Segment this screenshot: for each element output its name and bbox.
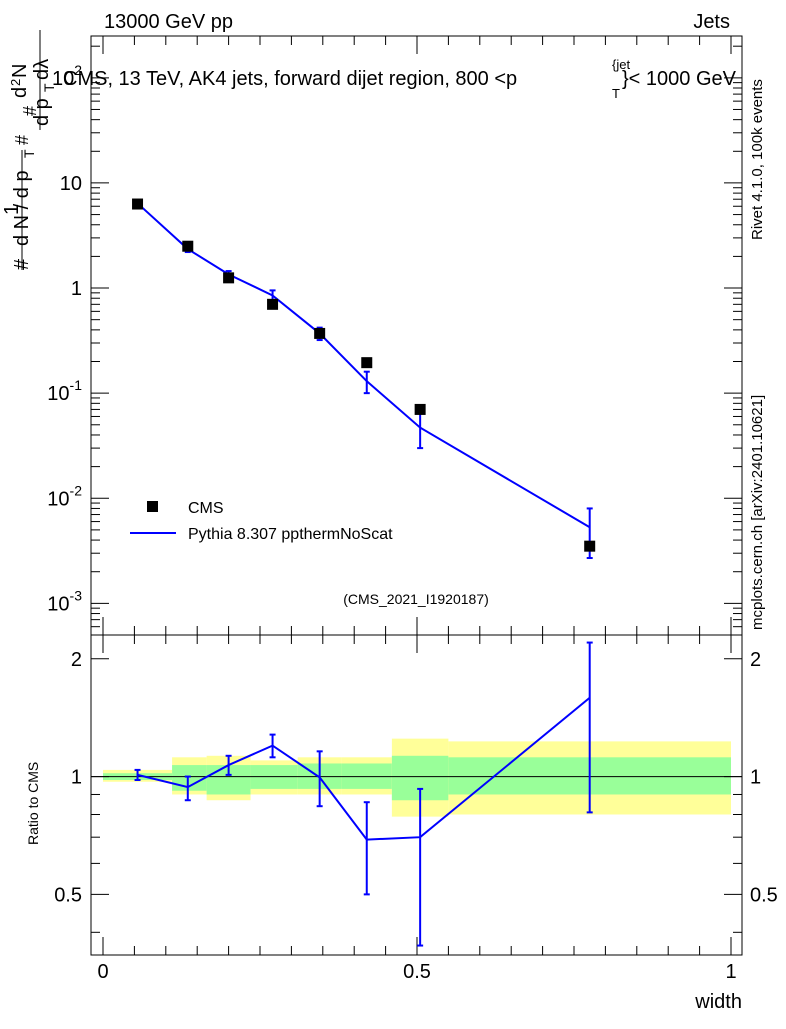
main-ytick-label: 1 [71,278,82,300]
main-ylabel: # d N / d p T 1 # d p T dλ # d 2 N [1,30,57,270]
data-point [182,240,194,252]
rivet-label: Rivet 4.1.0, 100k events [749,79,766,240]
data-point [584,540,596,552]
data-point [314,327,326,339]
svg-text:d: d [9,87,31,98]
legend-data-label: CMS [188,500,224,517]
svg-text:#: # [12,135,32,145]
plot-title-sub: T [612,86,620,101]
plot-title-sup: {jet [612,57,630,72]
main-ytick-label: 10-1 [47,377,82,405]
ratio-series [134,641,593,947]
analysis-tag: (CMS_2021_I1920187) [343,591,489,607]
header-right: Jets [693,11,730,33]
main-series [132,198,596,560]
svg-text:T: T [41,83,57,92]
ratio-ytick-label-right: 1 [750,767,761,789]
x-axis-label: width [694,991,742,1013]
ratio-ytick-label-left: 1 [71,767,82,789]
legend: CMS Pythia 8.307 ppthermNoScat [130,500,393,543]
header-left: 13000 GeV pp [104,11,233,33]
main-y-ticks: 10-3 10-2 10-1 1 10 102 [47,36,742,636]
ratio-xtick-label: 0 [97,961,108,983]
main-ytick-label: 10-2 [47,482,82,510]
data-point [223,272,235,284]
svg-text:1: 1 [1,204,23,215]
main-ytick-label: 10-3 [47,587,82,615]
main-ytick-label: 102 [52,62,82,90]
main-frame [90,35,743,636]
legend-mc-label: Pythia 8.307 ppthermNoScat [188,526,393,543]
ratio-ticks: 0 0.5 1 0.5 0.5 1 1 2 2 [54,635,778,983]
plot-title: CMS, 13 TeV, AK4 jets, forward dijet reg… [63,57,737,101]
data-point [267,298,279,310]
ratio-ytick-label-left: 0.5 [54,884,82,906]
svg-text:CMS, 13 TeV, AK4 jets, forward: CMS, 13 TeV, AK4 jets, forward dijet reg… [63,68,517,90]
svg-text:dλ: dλ [31,59,53,80]
legend-data-marker [147,501,158,512]
plot-title-suffix: }< 1000 GeV [622,68,737,90]
ratio-xtick-label: 1 [725,961,736,983]
mcplots-label: mcplots.cern.ch [arXiv:2401.10621] [749,395,766,630]
ratio-ytick-label-right: 2 [750,649,761,671]
svg-text:d p: d p [31,98,53,126]
data-point [132,198,144,210]
svg-text:N: N [9,64,31,78]
data-point [414,403,426,415]
ratio-ytick-label-right: 0.5 [750,884,778,906]
svg-text:#: # [20,106,40,116]
ratio-ylabel: Ratio to CMS [25,762,41,845]
ratio-curve [137,696,591,841]
svg-text:2: 2 [8,79,23,86]
main-axes-box [90,35,743,636]
svg-text:T: T [21,149,37,158]
ratio-xtick-label: 0.5 [403,961,431,983]
ratio-bands [103,738,731,817]
main-ytick-label: 10 [60,173,82,195]
mc-curve [136,202,591,529]
plot-title-prefix: CMS, 13 TeV, AK4 jets, forward dijet reg… [63,68,517,90]
data-point [361,357,373,369]
ratio-ytick-label-left: 2 [71,649,82,671]
